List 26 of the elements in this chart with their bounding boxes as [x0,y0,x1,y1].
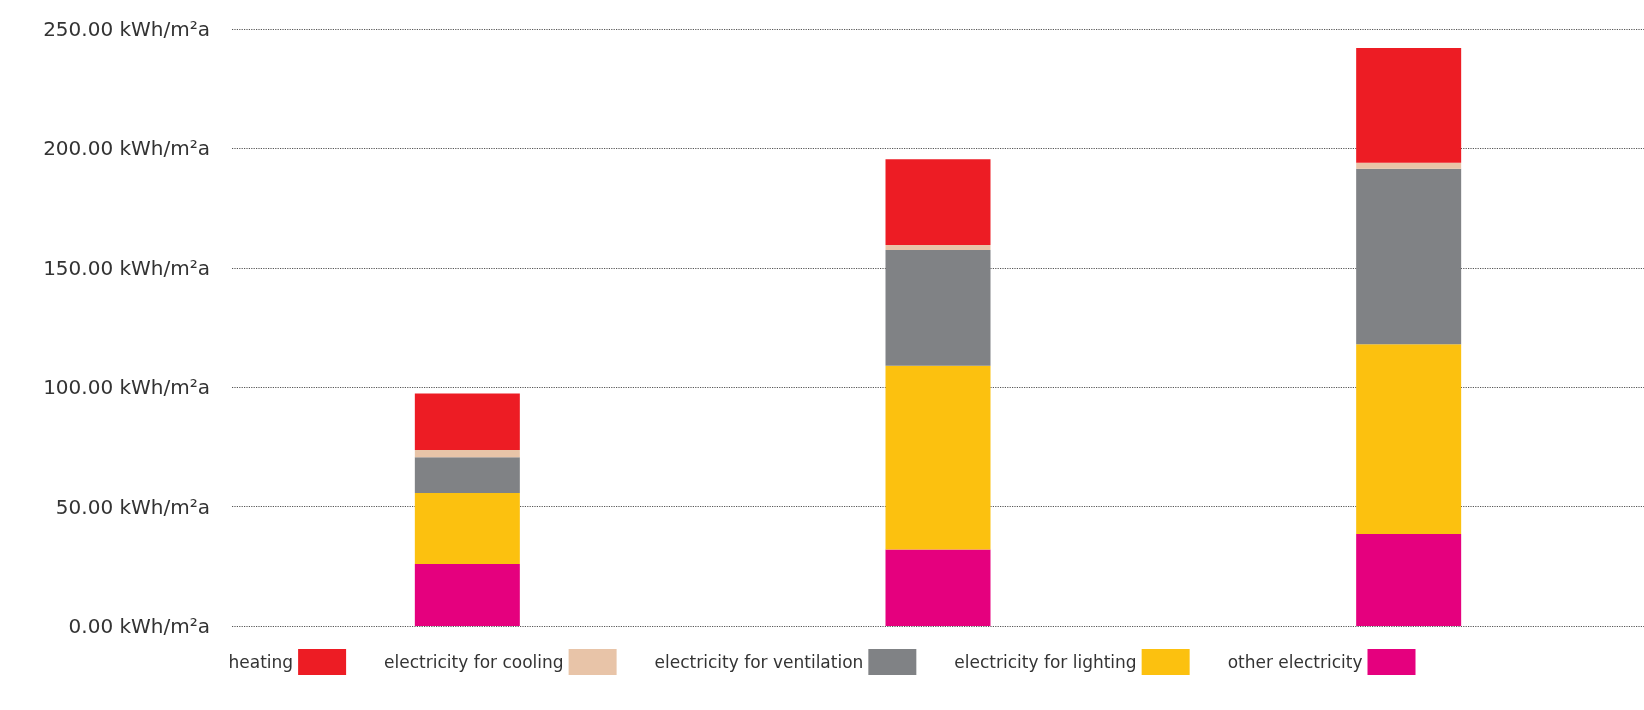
bar [885,549,991,626]
bar [1356,168,1462,345]
bar [414,450,520,458]
y-tick-label: 100.00 kWh/m²a [43,375,210,400]
bar [1356,48,1462,163]
bar [414,457,520,493]
legend-label: other electricity [1227,652,1363,672]
bar [414,393,520,450]
legend-label: electricity for lighting [954,652,1137,672]
bar [885,365,991,550]
legend-label: electricity for cooling [384,652,564,672]
bar [885,249,991,366]
legend-label: heating [228,652,294,672]
bar [1356,162,1462,169]
bar [414,492,520,564]
y-tick-label: 150.00 kWh/m²a [43,255,210,280]
y-tick-label: 250.00 kWh/m²a [43,17,210,41]
y-tick-label: 50.00 kWh/m²a [55,494,210,519]
y-tick-label: 0.00 kWh/m²a [68,614,210,638]
bar [414,563,520,626]
bar [1356,344,1462,535]
bar [1356,534,1462,626]
y-tick-label: 200.00 kWh/m²a [43,136,210,161]
legend-label: electricity for ventilation [654,652,864,672]
bar [885,245,991,250]
bar [885,159,991,246]
